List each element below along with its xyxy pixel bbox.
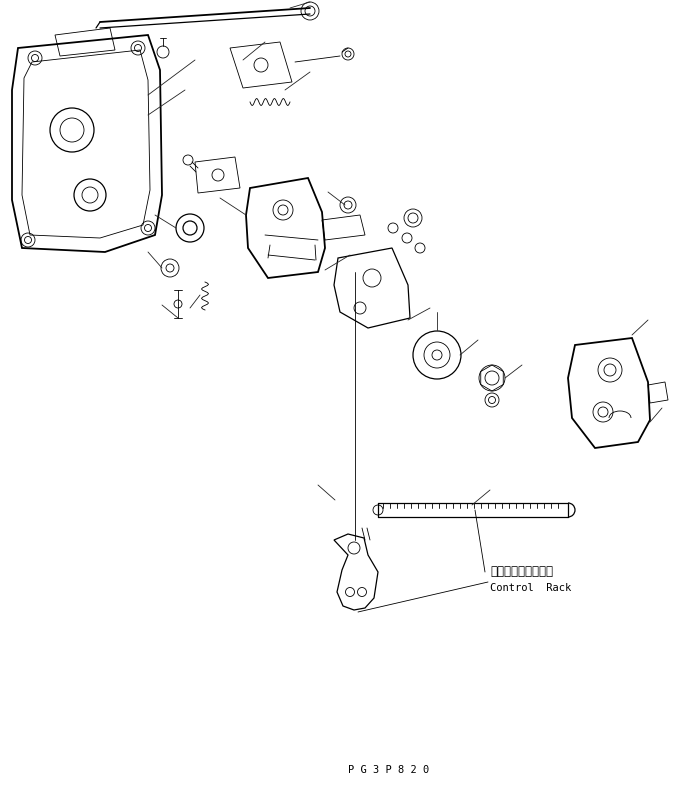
Text: P G 3 P 8 2 0: P G 3 P 8 2 0 [348,765,430,775]
Text: Control  Rack: Control Rack [490,583,571,593]
Text: コントロールラック: コントロールラック [490,565,553,578]
